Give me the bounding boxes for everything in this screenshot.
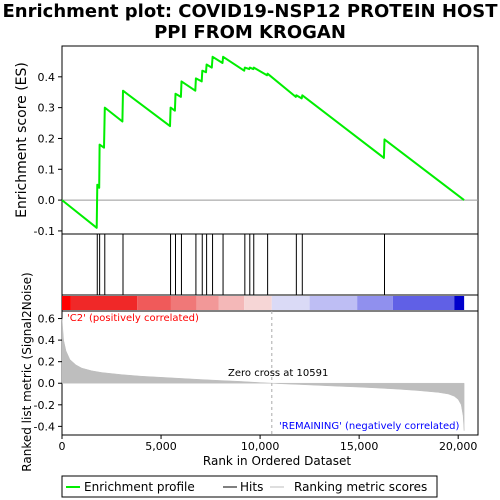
legend-box	[61, 475, 438, 498]
heat-segment	[62, 296, 71, 310]
ranking-y-tick-label: 0.2	[38, 356, 56, 369]
ranking-heat-bar	[62, 296, 465, 310]
legend-es-label: Enrichment profile	[84, 480, 195, 494]
heat-segment	[137, 296, 171, 310]
negative-correlation-label: 'REMAINING' (negatively correlated)	[279, 421, 459, 432]
ranking-y-tick-label: -0.4	[34, 420, 55, 433]
heat-segment	[309, 296, 358, 310]
ranking-x-tick-label: 15,000	[340, 440, 379, 453]
ranking-x-axis-label: Rank in Ordered Dataset	[203, 454, 351, 468]
ranking-x-axis: 0 5,000 10,000 15,000 20,000	[59, 435, 478, 453]
ranking-y-tick-label: 0.0	[38, 377, 56, 390]
hit-markers	[96, 234, 385, 295]
ranking-x-tick-label: 0	[59, 440, 66, 453]
zero-cross-label: Zero cross at 10591	[228, 368, 328, 379]
heat-segment	[357, 296, 393, 310]
es-y-axis-label: Enrichment score (ES)	[14, 62, 30, 218]
ranking-y-axis-label: Ranked list metric (Signal2Noise)	[20, 272, 34, 471]
es-y-tick-label: 0.2	[38, 132, 56, 145]
heat-segment	[392, 296, 455, 310]
ranking-x-tick-label: 5,000	[145, 440, 177, 453]
heat-segment	[196, 296, 219, 310]
ranking-y-tick-label: 0.6	[38, 313, 56, 326]
es-y-tick-label: 0.1	[38, 163, 56, 176]
es-y-tick-label: 0.0	[38, 194, 56, 207]
es-y-tick-label: 0.4	[38, 71, 56, 84]
es-panel-frame	[61, 45, 479, 235]
positive-correlation-label: 'C2' (positively correlated)	[67, 313, 199, 324]
heat-segment	[244, 296, 272, 310]
ranking-y-tick-label: -0.2	[34, 399, 55, 412]
legend-hits-label: Hits	[240, 480, 263, 494]
legend-ranking-label: Ranking metric scores	[294, 480, 427, 494]
heat-segment	[454, 296, 465, 310]
ranking-y-axis: -0.4 -0.2 0.0 0.2 0.4 0.6	[34, 313, 62, 433]
chart-title: Enrichment plot: COVID19-NSP12 PROTEIN H…	[2, 1, 498, 43]
ranking-x-tick-label: 20,000	[439, 440, 478, 453]
es-profile-line	[61, 55, 465, 229]
ranking-x-tick-label: 10,000	[241, 440, 280, 453]
ranking-y-tick-label: 0.4	[38, 334, 56, 347]
heat-segment	[170, 296, 197, 310]
heat-segment	[271, 296, 310, 310]
es-y-axis: -0.1 0.0 0.1 0.2 0.3 0.4	[34, 71, 62, 238]
heat-segment	[70, 296, 138, 310]
hits-panel-frame	[61, 233, 479, 296]
heat-segment	[218, 296, 245, 310]
es-profile	[61, 55, 465, 229]
es-y-tick-label: 0.3	[38, 102, 56, 115]
es-y-tick-label: -0.1	[34, 225, 55, 238]
